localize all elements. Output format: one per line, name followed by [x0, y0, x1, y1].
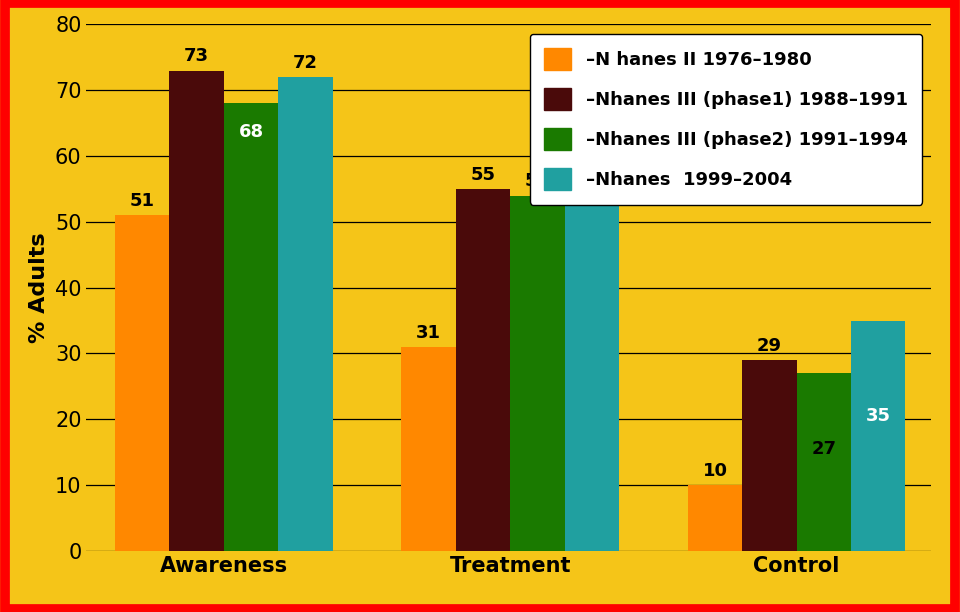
Bar	[510, 196, 564, 551]
Bar	[224, 103, 278, 551]
Bar	[401, 347, 456, 551]
Bar	[687, 485, 742, 551]
Text: 51: 51	[130, 192, 155, 210]
Bar	[742, 360, 797, 551]
Bar	[851, 321, 905, 551]
Text: 27: 27	[811, 440, 836, 458]
Bar	[797, 373, 851, 551]
Text: 61: 61	[579, 126, 605, 144]
Text: 54: 54	[525, 172, 550, 190]
Text: 10: 10	[703, 461, 728, 480]
Text: 29: 29	[756, 337, 781, 355]
Text: 73: 73	[184, 47, 209, 65]
Text: 68: 68	[238, 123, 264, 141]
Bar	[278, 77, 333, 551]
Text: 72: 72	[293, 54, 318, 72]
Text: 31: 31	[416, 324, 441, 341]
Bar	[170, 70, 224, 551]
Bar	[564, 149, 619, 551]
Legend: –N hanes II 1976–1980, –Nhanes III (phase1) 1988–1991, –Nhanes III (phase2) 1991: –N hanes II 1976–1980, –Nhanes III (phas…	[530, 34, 923, 204]
Bar	[115, 215, 170, 551]
Text: 35: 35	[866, 407, 891, 425]
Text: 55: 55	[470, 166, 495, 184]
Bar	[456, 189, 510, 551]
Y-axis label: % Adults: % Adults	[30, 233, 49, 343]
